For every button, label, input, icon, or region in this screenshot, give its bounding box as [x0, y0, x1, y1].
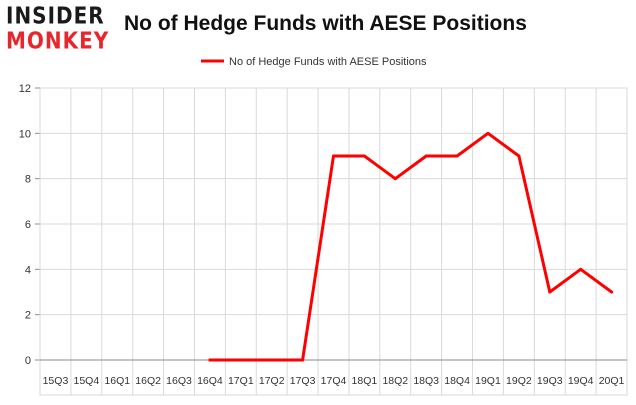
y-tick-label: 2 [25, 310, 31, 322]
x-tick-label: 19Q2 [506, 375, 532, 387]
chart-title: No of Hedge Funds with AESE Positions [124, 12, 527, 35]
data-point [270, 358, 274, 362]
data-point [486, 131, 490, 135]
x-tick-label: 16Q4 [197, 375, 223, 387]
x-tick-label: 18Q3 [413, 375, 439, 387]
data-point [548, 290, 552, 294]
data-point [332, 154, 335, 158]
logo-text-monkey: MONKEY [6, 26, 110, 55]
y-tick-label: 6 [25, 219, 31, 231]
x-tick-label: 16Q3 [166, 375, 192, 387]
data-point [424, 154, 428, 158]
insider-monkey-logo: INSIDER MONKEY [6, 1, 118, 55]
x-tick-label: 16Q1 [104, 375, 130, 387]
x-tick-label: 19Q3 [537, 375, 563, 387]
x-tick-label: 19Q4 [568, 375, 594, 387]
data-point [393, 177, 397, 181]
x-tick-label: 20Q1 [599, 375, 625, 387]
x-tick-label: 19Q1 [475, 375, 501, 387]
x-tick-label: 17Q3 [290, 375, 316, 387]
series-line-aese [208, 131, 614, 362]
x-tick-label: 17Q1 [228, 375, 254, 387]
x-tick-label: 16Q2 [135, 375, 161, 387]
data-point [362, 154, 366, 158]
y-tick-label: 8 [25, 174, 31, 186]
x-tick-label: 15Q3 [43, 375, 69, 387]
data-point [301, 358, 305, 362]
x-tick-label: 18Q4 [444, 375, 470, 387]
x-tick-label: 18Q2 [382, 375, 408, 387]
y-tick-label: 12 [19, 83, 31, 95]
data-point [579, 267, 583, 271]
y-tick-label: 0 [25, 355, 31, 367]
logo-text-insider: INSIDER [6, 1, 105, 30]
data-point [517, 154, 521, 158]
data-point [239, 358, 243, 362]
data-point [208, 358, 212, 362]
x-tick-label: 17Q4 [321, 375, 347, 387]
data-point [610, 290, 614, 294]
legend: No of Hedge Funds with AESE Positions [201, 56, 427, 68]
y-tick-label: 4 [25, 264, 31, 276]
x-tick-label: 18Q1 [352, 375, 378, 387]
y-tick-label: 10 [19, 128, 31, 140]
legend-label: No of Hedge Funds with AESE Positions [229, 56, 427, 68]
x-tick-label: 15Q4 [73, 375, 99, 387]
data-point [455, 154, 459, 158]
x-tick-label: 17Q2 [259, 375, 285, 387]
